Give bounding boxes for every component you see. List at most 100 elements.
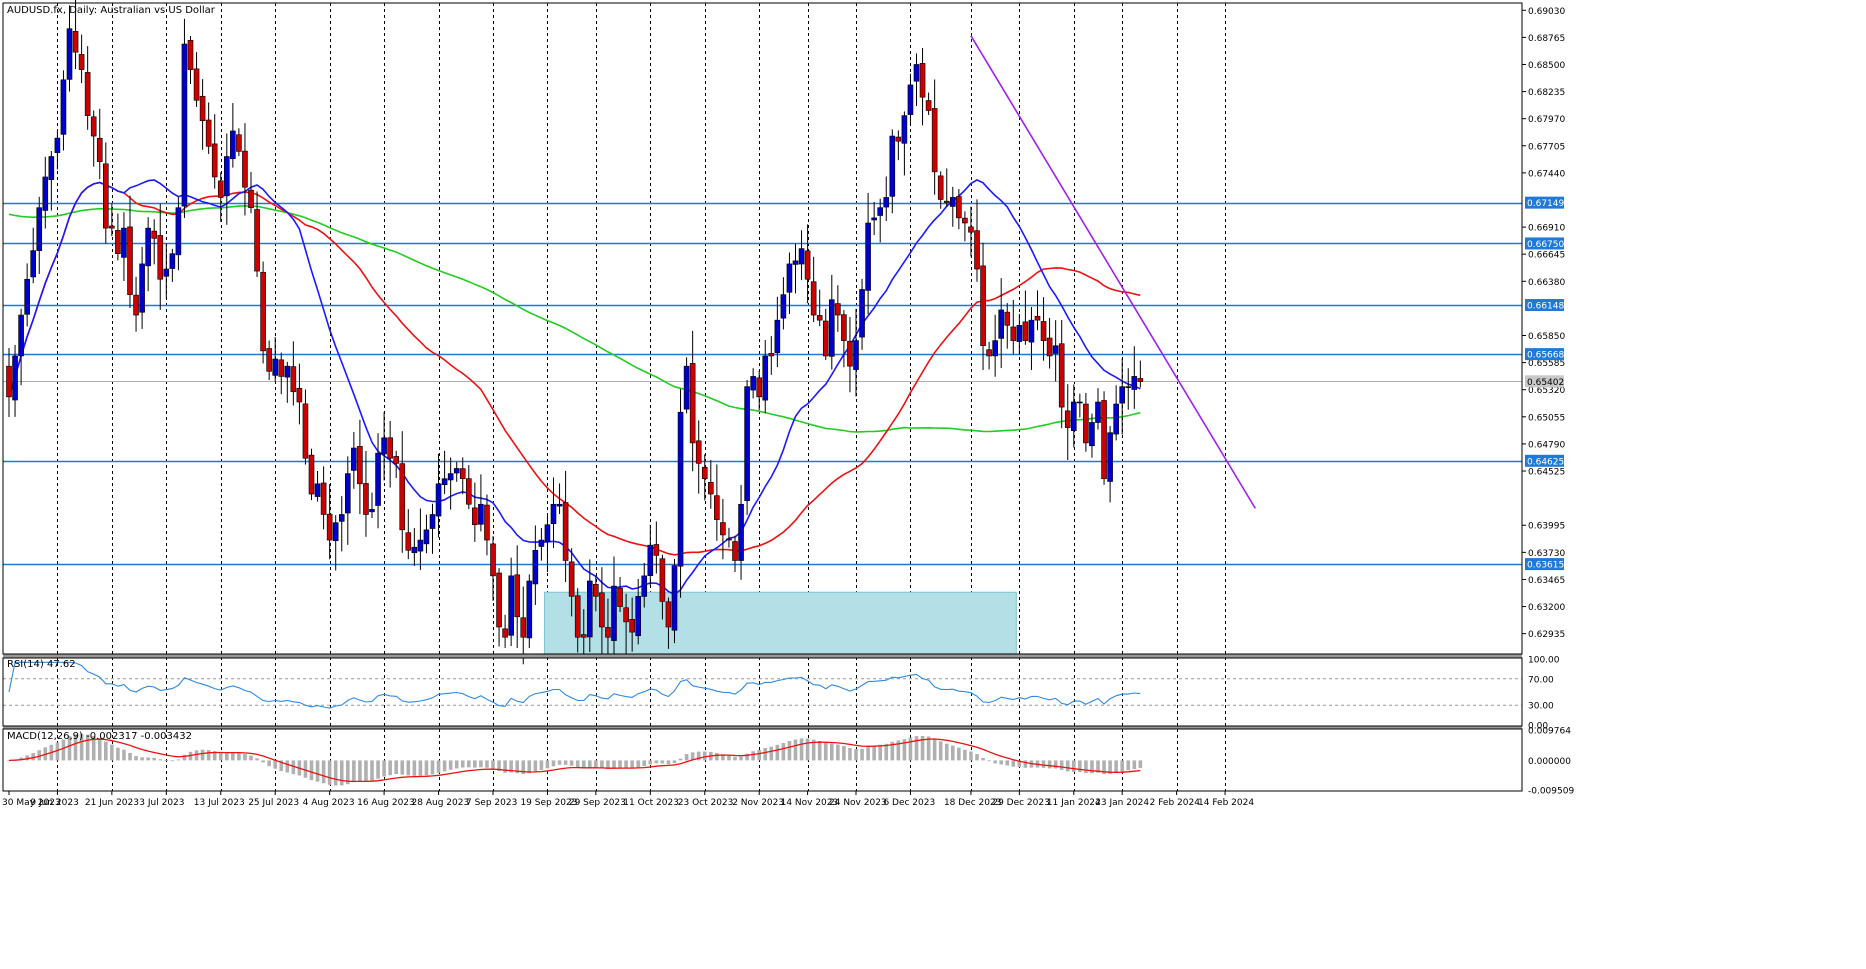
macd-histogram-bar xyxy=(1120,760,1124,772)
macd-histogram-bar xyxy=(291,760,296,775)
macd-histogram-bar xyxy=(654,760,659,764)
candle-body xyxy=(956,196,962,219)
candle-body xyxy=(417,539,424,552)
trendline xyxy=(970,35,1256,509)
candle-body xyxy=(199,95,206,122)
price-tick-label: 0.67970 xyxy=(1528,115,1565,125)
macd-histogram-bar xyxy=(376,760,380,779)
macd-histogram-bar xyxy=(575,760,580,768)
candle-body xyxy=(60,79,67,135)
macd-histogram-bar xyxy=(170,760,175,762)
macd-histogram-bar xyxy=(73,734,78,761)
macd-histogram-bar xyxy=(612,760,616,769)
macd-histogram-bar xyxy=(249,755,253,761)
candle-body xyxy=(1131,376,1138,390)
candle-body xyxy=(1119,386,1125,404)
date-label: 25 Jul 2023 xyxy=(248,798,299,808)
candle-body xyxy=(90,116,97,137)
candle-body xyxy=(508,575,514,636)
candle-body xyxy=(484,504,490,541)
macd-histogram-bar xyxy=(1017,760,1022,768)
macd-histogram-bar xyxy=(963,749,967,761)
candle-body xyxy=(514,574,521,618)
candle-body xyxy=(828,299,835,357)
candle-body xyxy=(605,627,611,638)
candle-body xyxy=(236,134,242,152)
macd-histogram-bar xyxy=(878,744,882,761)
macd-histogram-bar xyxy=(346,760,350,785)
rsi-tick-label: 100.00 xyxy=(1528,656,1560,666)
candle-body xyxy=(435,483,442,517)
macd-histogram-bar xyxy=(932,738,937,761)
macd-histogram-bar xyxy=(1096,760,1100,773)
candle-body xyxy=(1125,386,1132,388)
candle-body xyxy=(308,454,315,495)
macd-tick-label: 0.009764 xyxy=(1528,727,1571,737)
candle-body xyxy=(556,503,563,507)
macd-histogram-bar xyxy=(624,760,628,768)
price-tick-label: 0.66380 xyxy=(1528,278,1565,288)
candle-body xyxy=(726,538,732,541)
macd-histogram-bar xyxy=(460,760,465,768)
macd-histogram-bar xyxy=(382,760,386,777)
candle-body xyxy=(925,100,932,111)
candle-body xyxy=(405,532,412,551)
macd-histogram-bar xyxy=(1053,760,1058,769)
candle-body xyxy=(538,539,545,547)
candle-body xyxy=(1058,343,1065,408)
candle-body xyxy=(411,546,418,554)
macd-histogram-bar xyxy=(237,752,241,761)
macd-histogram-bar xyxy=(721,754,725,761)
candle-body xyxy=(121,227,127,258)
candle-body xyxy=(320,482,327,515)
candle-body xyxy=(163,268,170,277)
macd-histogram-bar xyxy=(134,756,138,761)
candle-body xyxy=(1064,410,1071,428)
date-label: 2 Nov 2023 xyxy=(732,798,784,808)
candle-body xyxy=(1071,401,1077,432)
macd-histogram-bar xyxy=(672,760,677,764)
candle-body xyxy=(593,584,599,597)
candle-body xyxy=(169,253,176,269)
candle-body xyxy=(36,207,43,251)
macd-histogram-bar xyxy=(938,741,943,761)
macd-histogram-bar xyxy=(848,748,852,761)
level-price-tag xyxy=(1525,558,1564,571)
macd-histogram-bar xyxy=(908,737,913,761)
level-price-label: 0.64625 xyxy=(1527,457,1564,467)
macd-histogram-bar xyxy=(569,760,574,766)
candle-body xyxy=(369,509,375,513)
candle-body xyxy=(338,514,345,522)
macd-histogram-bar xyxy=(1138,760,1143,768)
macd-tick-label: 0.000000 xyxy=(1528,757,1571,767)
rsi-tick-label: 0.00 xyxy=(1528,722,1548,732)
macd-title: MACD(12,26,9) -0.002317 -0.003432 xyxy=(7,731,192,742)
price-tick-label: 0.65585 xyxy=(1528,359,1565,369)
candle-body xyxy=(822,320,829,357)
date-label: 21 Jun 2023 xyxy=(85,798,139,808)
candle-body xyxy=(296,387,303,403)
candle-body xyxy=(532,549,539,585)
candle-body xyxy=(211,143,218,178)
macd-histogram-bar xyxy=(394,760,398,775)
candle-body xyxy=(1089,422,1095,447)
current-price-label: 0.65402 xyxy=(1527,378,1564,388)
candle-body xyxy=(145,227,151,267)
level-price-tag xyxy=(1525,348,1564,361)
price-tick-label: 0.63730 xyxy=(1528,549,1565,559)
macd-histogram-bar xyxy=(993,760,997,764)
macd-histogram-bar xyxy=(158,759,163,761)
macd-histogram-bar xyxy=(521,760,526,775)
macd-histogram-bar xyxy=(872,745,876,761)
macd-histogram-bar xyxy=(333,760,338,786)
candle-body xyxy=(139,263,145,313)
macd-histogram-bar xyxy=(31,753,35,761)
macd-histogram-bar xyxy=(702,751,707,761)
candle-body xyxy=(242,150,248,188)
macd-histogram-bar xyxy=(243,754,247,761)
macd-histogram-bar xyxy=(600,760,604,769)
macd-histogram-bar xyxy=(551,760,556,767)
macd-histogram-bar xyxy=(757,749,761,761)
candle-body xyxy=(205,119,212,147)
